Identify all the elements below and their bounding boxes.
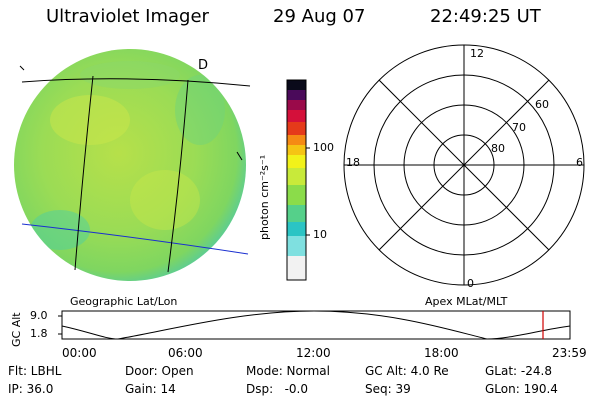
altitude-ylabel: GC Alt	[10, 312, 23, 347]
apex-label: Apex MLat/MLT	[425, 295, 508, 308]
altitude-ytick-bottom: 1.8	[30, 327, 48, 340]
uv-image-disc	[14, 49, 251, 281]
status-ip: IP: 36.0	[8, 382, 54, 396]
status-glat: GLat: -24.8	[485, 364, 552, 378]
status-door: Door: Open	[125, 364, 194, 378]
status-filter: Flt: LBHL	[8, 364, 62, 378]
colorbar-frame	[286, 79, 307, 281]
polar-plot	[343, 44, 585, 286]
altitude-plot	[58, 310, 571, 340]
edge-tick-left	[19, 65, 25, 71]
colorbar-tick-10: 10	[313, 228, 327, 241]
polar-diagonal-2	[378, 79, 550, 251]
mlt-label-18: 18	[346, 156, 360, 169]
equator-line	[21, 223, 249, 255]
status-mode: Mode: Normal	[246, 364, 330, 378]
status-glon: GLon: 190.4	[485, 382, 558, 396]
status-dsp: Dsp: -0.0	[246, 382, 309, 396]
colorbar	[286, 79, 310, 281]
date-label: 29 Aug 07	[273, 6, 366, 27]
xtick-1200: 12:00	[296, 346, 331, 360]
mlat-ring-80: 80	[491, 142, 505, 155]
altitude-curve	[61, 310, 571, 340]
mlt-label-0: 0	[467, 277, 474, 290]
time-label: 22:49:25 UT	[430, 6, 541, 27]
marker-label-d: D	[198, 58, 209, 73]
longitude-line-east	[167, 79, 189, 273]
colorbar-ylabel: photon cm⁻²s⁻¹	[258, 154, 271, 240]
edge-tick-right	[236, 151, 243, 161]
xtick-2359: 23:59	[552, 346, 587, 360]
latitude-line-north	[21, 78, 251, 87]
mlat-ring-60: 60	[535, 98, 549, 111]
geographic-label: Geographic Lat/Lon	[70, 295, 178, 308]
status-gain: Gain: 14	[125, 382, 176, 396]
disc-texture	[30, 61, 225, 250]
xtick-1800: 18:00	[424, 346, 459, 360]
mlt-label-6: 6	[576, 156, 583, 169]
xtick-0600: 06:00	[168, 346, 203, 360]
status-gc-alt: GC Alt: 4.0 Re	[365, 364, 449, 378]
status-seq: Seq: 39	[365, 382, 411, 396]
altitude-ytick-top: 9.0	[30, 309, 48, 322]
colorbar-tick-100: 100	[313, 141, 334, 154]
xtick-0000: 00:00	[62, 346, 97, 360]
mlt-label-12: 12	[470, 47, 484, 60]
instrument-title: Ultraviolet Imager	[46, 6, 209, 27]
mlat-ring-70: 70	[512, 121, 526, 134]
longitude-line-west	[74, 75, 94, 271]
